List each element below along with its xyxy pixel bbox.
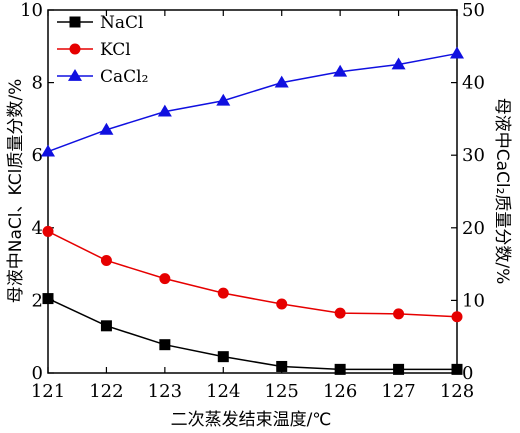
y-left-tick-label: 2 bbox=[32, 290, 43, 311]
y-right-tick-label: 20 bbox=[462, 218, 485, 239]
x-tick-label: 124 bbox=[206, 381, 240, 402]
plot-frame bbox=[47, 9, 458, 374]
axes: 121 122 123 124 125 126 127 1280246810010203040… bbox=[20, 0, 485, 402]
y-left-tick-label: 6 bbox=[32, 145, 43, 166]
legend-marker-cacl bbox=[68, 69, 82, 81]
data-point-kcl bbox=[217, 287, 229, 299]
series-layer bbox=[41, 46, 464, 375]
y-left-tick-label: 10 bbox=[20, 0, 43, 21]
y-left-tick-label: 8 bbox=[32, 73, 43, 94]
data-point-nacl bbox=[100, 320, 112, 332]
x-tick-label: 125 bbox=[265, 381, 299, 402]
y-right-tick-label: 0 bbox=[462, 363, 473, 384]
y-axis-right-title: 母液中CaCl₂质量分数/% bbox=[492, 98, 512, 285]
x-tick-label: 121 bbox=[31, 381, 65, 402]
y-right-tick-label: 30 bbox=[462, 145, 485, 166]
x-tick-label: 122 bbox=[89, 381, 123, 402]
data-point-kcl bbox=[276, 298, 288, 310]
data-point-cacl bbox=[274, 75, 289, 88]
legend-item-cacl: CaCl₂ bbox=[57, 67, 148, 87]
y-axis-left-title: 母液中NaCl、KCl质量分数/% bbox=[6, 79, 26, 303]
data-point-cacl bbox=[41, 144, 55, 157]
y-left-tick-label: 4 bbox=[32, 218, 43, 239]
data-point-nacl bbox=[451, 363, 463, 375]
legend-marker-nacl bbox=[69, 16, 81, 28]
x-tick-label: 126 bbox=[323, 381, 357, 402]
data-point-cacl bbox=[450, 46, 464, 59]
data-point-kcl bbox=[42, 225, 54, 237]
series-cacl bbox=[41, 46, 464, 157]
data-point-nacl bbox=[159, 339, 171, 351]
data-point-nacl bbox=[217, 351, 229, 363]
legend-label-nacl: NaCl bbox=[100, 13, 143, 33]
legend-label-kcl: KCl bbox=[100, 40, 131, 60]
legend-marker-kcl bbox=[69, 43, 81, 55]
x-axis-title: 二次蒸发结束温度/℃ bbox=[171, 410, 332, 430]
legend-label-cacl: CaCl₂ bbox=[100, 67, 148, 87]
data-point-kcl bbox=[159, 273, 171, 285]
series-line-kcl bbox=[47, 230, 458, 318]
x-tick-label: 128 bbox=[440, 381, 474, 402]
data-point-cacl bbox=[157, 104, 172, 117]
y-right-tick-label: 10 bbox=[462, 290, 485, 311]
legend: NaCl KCl CaCl₂ bbox=[57, 13, 148, 87]
data-point-kcl bbox=[393, 308, 405, 320]
data-point-cacl bbox=[99, 122, 114, 135]
series-line-nacl bbox=[47, 297, 457, 371]
y-left-tick-label: 0 bbox=[32, 363, 43, 384]
legend-item-kcl: KCl bbox=[57, 40, 131, 60]
data-point-nacl bbox=[42, 293, 54, 305]
x-tick-label: 123 bbox=[148, 381, 182, 402]
data-point-cacl bbox=[391, 57, 406, 70]
series-nacl bbox=[42, 293, 463, 375]
series-kcl bbox=[42, 225, 463, 323]
data-point-nacl bbox=[393, 363, 405, 375]
y-right-tick-label: 40 bbox=[462, 73, 485, 94]
data-point-nacl bbox=[276, 360, 288, 372]
x-tick-label: 127 bbox=[381, 381, 415, 402]
data-point-nacl bbox=[334, 363, 346, 375]
data-point-kcl bbox=[100, 254, 112, 266]
data-point-cacl bbox=[333, 64, 348, 77]
data-point-kcl bbox=[334, 307, 346, 319]
data-point-cacl bbox=[216, 93, 231, 106]
data-point-kcl bbox=[451, 311, 463, 323]
y-right-tick-label: 50 bbox=[462, 0, 485, 21]
legend-item-nacl: NaCl bbox=[57, 13, 143, 33]
series-line-cacl bbox=[47, 52, 458, 153]
